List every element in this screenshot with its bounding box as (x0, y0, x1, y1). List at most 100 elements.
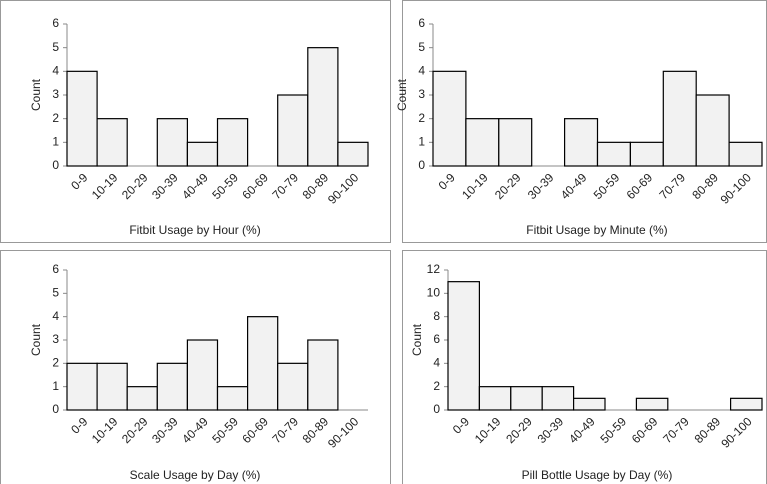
y-tick-label: 1 (52, 135, 59, 149)
bar (541, 386, 575, 411)
y-tick-label: 6 (52, 16, 59, 30)
x-tick-label: 0-9 (68, 170, 90, 192)
bar (498, 118, 533, 167)
y-tick-label: 3 (52, 87, 59, 101)
x-axis-title: Scale Usage by Day (%) (130, 468, 261, 482)
x-tick-label: 60-69 (624, 170, 656, 202)
x-axis-title: Fitbit Usage by Minute (%) (526, 223, 667, 237)
x-tick-label: 50-59 (597, 414, 629, 446)
x-tick-label: 60-69 (629, 414, 661, 446)
x-tick-label: 0-9 (450, 414, 472, 436)
y-tick-label: 2 (418, 111, 425, 125)
y-tick-label: 8 (433, 309, 440, 323)
y-tick-label: 5 (52, 286, 59, 300)
y-tick-label: 6 (418, 16, 425, 30)
bar (478, 386, 512, 411)
bar (432, 70, 467, 167)
y-tick-label: 6 (52, 262, 59, 276)
y-tick-label: 4 (52, 64, 59, 78)
bar (156, 118, 189, 167)
y-tick-label: 10 (427, 286, 441, 300)
x-tick-label: 0-9 (68, 414, 90, 436)
x-tick-label: 20-29 (119, 170, 151, 202)
x-tick-label: 30-39 (525, 170, 557, 202)
y-tick-label: 1 (52, 379, 59, 393)
bar (695, 94, 730, 167)
bar (563, 118, 599, 167)
x-tick-label: 30-39 (149, 170, 181, 202)
x-tick-label: 20-29 (119, 414, 151, 446)
y-tick-label: 2 (52, 111, 59, 125)
y-axis-title: Count (29, 323, 43, 356)
bar (66, 70, 98, 167)
y-tick-label: 0 (52, 158, 59, 172)
x-tick-label: 40-49 (179, 414, 211, 446)
x-tick-label: 50-59 (209, 170, 241, 202)
x-tick-label: 70-79 (660, 414, 692, 446)
x-tick-label: 40-49 (566, 414, 598, 446)
y-axis-title: Count (395, 78, 409, 111)
y-tick-label: 0 (418, 158, 425, 172)
x-tick-label: 80-89 (689, 170, 721, 202)
bar (337, 141, 369, 167)
bar (510, 386, 543, 411)
y-tick-label: 0 (52, 402, 59, 416)
x-tick-label: 90-100 (718, 414, 755, 451)
panel-border (0, 250, 391, 484)
bar (156, 362, 189, 411)
y-tick-label: 0 (433, 402, 440, 416)
y-tick-label: 3 (52, 332, 59, 346)
x-tick-label: 90-100 (325, 170, 362, 207)
x-tick-label: 90-100 (718, 170, 755, 207)
x-tick-label: 20-29 (492, 170, 524, 202)
x-tick-label: 70-79 (657, 170, 689, 202)
bar (465, 118, 500, 167)
x-tick-label: 0-9 (436, 170, 458, 192)
x-tick-label: 40-49 (179, 170, 211, 202)
y-axis-title: Count (410, 323, 424, 356)
bar (126, 386, 158, 411)
y-tick-label: 2 (433, 379, 440, 393)
bar (572, 397, 606, 411)
x-tick-label: 20-29 (503, 414, 535, 446)
bar (277, 94, 309, 167)
x-tick-label: 10-19 (89, 170, 121, 202)
x-tick-label: 40-49 (558, 170, 590, 202)
y-tick-label: 4 (418, 64, 425, 78)
y-tick-label: 12 (427, 262, 441, 276)
bar (216, 386, 249, 411)
x-tick-label: 10-19 (472, 414, 504, 446)
bar (447, 281, 480, 411)
x-tick-label: 60-69 (239, 414, 271, 446)
x-tick-label: 50-59 (591, 170, 623, 202)
y-axis-title: Count (29, 78, 43, 111)
x-tick-label: 10-19 (89, 414, 121, 446)
y-tick-label: 6 (433, 332, 440, 346)
bar (629, 141, 664, 167)
y-tick-label: 5 (52, 40, 59, 54)
bar (277, 362, 309, 411)
y-tick-label: 4 (433, 356, 440, 370)
x-axis-title: Fitbit Usage by Hour (%) (129, 223, 260, 237)
bar (186, 339, 219, 411)
bar (66, 362, 98, 411)
bar (96, 118, 128, 167)
x-tick-label: 70-79 (270, 170, 302, 202)
bar (596, 141, 632, 167)
bar (635, 397, 669, 411)
bar (729, 397, 763, 411)
bar (247, 316, 279, 411)
bar (307, 47, 339, 167)
bar (662, 70, 697, 167)
panel-border (0, 0, 391, 243)
y-tick-label: 5 (418, 40, 425, 54)
y-tick-label: 4 (52, 309, 59, 323)
bar (307, 339, 339, 411)
bar (96, 362, 128, 411)
y-tick-label: 2 (52, 356, 59, 370)
x-tick-label: 60-69 (239, 170, 271, 202)
x-tick-label: 50-59 (209, 414, 241, 446)
x-tick-label: 70-79 (270, 414, 302, 446)
y-tick-label: 1 (418, 135, 425, 149)
